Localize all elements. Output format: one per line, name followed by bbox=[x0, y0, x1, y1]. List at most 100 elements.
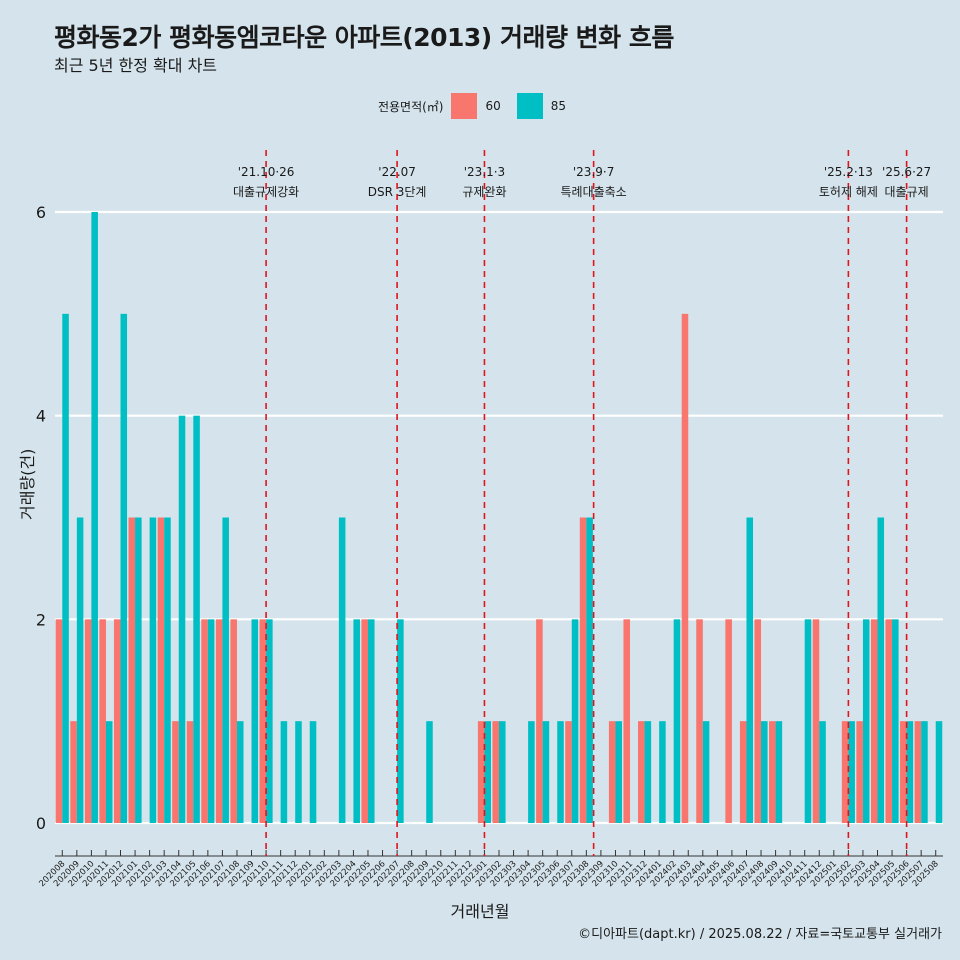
bar-85-202306 bbox=[557, 721, 564, 823]
legend-label-85: 85 bbox=[550, 99, 567, 113]
bar-60-202305 bbox=[536, 619, 543, 823]
bar-85-202504 bbox=[877, 517, 885, 823]
bar-85-202101 bbox=[135, 517, 142, 823]
bar-60-202101 bbox=[128, 517, 136, 823]
bar-60-202104 bbox=[172, 721, 179, 823]
bar-85-202307 bbox=[571, 619, 579, 823]
event-date: '25.2·13 bbox=[824, 165, 873, 179]
bar-60-202312 bbox=[638, 721, 645, 823]
event-label: 토허제 해제 bbox=[819, 185, 878, 199]
bar-60-202407 bbox=[739, 721, 747, 823]
bar-85-202508 bbox=[935, 721, 943, 823]
bar-85-202201 bbox=[309, 721, 317, 823]
bar-60-202403 bbox=[681, 313, 689, 823]
bar-60-202010 bbox=[84, 619, 92, 823]
bar-60-202503 bbox=[856, 721, 863, 823]
bar-60-202504 bbox=[870, 619, 878, 823]
bar-60-202308 bbox=[579, 517, 587, 823]
bar-85-202503 bbox=[862, 619, 870, 823]
bar-85-202203 bbox=[338, 517, 346, 823]
bar-60-202505 bbox=[885, 619, 893, 823]
bar-85-202401 bbox=[659, 721, 666, 823]
event-date: '22.07 bbox=[378, 165, 416, 179]
bar-85-202412 bbox=[819, 721, 826, 823]
bar-85-202011 bbox=[105, 721, 113, 823]
event-date: '21.10·26 bbox=[238, 165, 295, 179]
bar-85-202112 bbox=[295, 721, 302, 823]
bar-85-202207 bbox=[397, 619, 404, 823]
bar-85-202105 bbox=[193, 415, 200, 823]
bar-85-202310 bbox=[615, 721, 623, 823]
bar-60-202008 bbox=[55, 619, 63, 823]
event-label: 특례대출축소 bbox=[560, 185, 626, 199]
legend: 전용면적(㎡) 60 85 bbox=[0, 93, 960, 119]
bar-85-202305 bbox=[542, 721, 550, 823]
bar-85-202506 bbox=[906, 721, 914, 823]
bar-85-202408 bbox=[761, 721, 768, 823]
bar-85-202104 bbox=[178, 415, 186, 823]
bar-85-202209 bbox=[426, 721, 433, 823]
y-tick-label: 2 bbox=[36, 610, 46, 629]
bar-60-202302 bbox=[492, 721, 499, 823]
bar-60-202502 bbox=[841, 721, 849, 823]
bar-60-202408 bbox=[754, 619, 762, 823]
chart-subtitle: 최근 5년 한정 확대 차트 bbox=[54, 56, 218, 75]
y-tick-label: 0 bbox=[36, 814, 46, 833]
bar-85-202106 bbox=[207, 619, 215, 823]
bar-85-202308 bbox=[586, 517, 593, 823]
bar-60-202404 bbox=[696, 619, 703, 823]
bar-85-202302 bbox=[499, 721, 506, 823]
bar-85-202109 bbox=[251, 619, 259, 823]
bar-60-202311 bbox=[623, 619, 631, 823]
bar-85-202012 bbox=[120, 313, 128, 823]
chart-title: 평화동2가 평화동엠코타운 아파트(2013) 거래량 변화 흐름 bbox=[54, 23, 674, 52]
legend-swatch-85 bbox=[516, 93, 543, 119]
bar-60-202507 bbox=[914, 721, 922, 823]
source-caption: ©디아파트(dapt.kr) / 2025.08.22 / 자료=국토교통부 실… bbox=[578, 927, 942, 942]
bar-85-202404 bbox=[702, 721, 710, 823]
bar-60-202105 bbox=[186, 721, 194, 823]
legend-swatch-60 bbox=[451, 93, 478, 119]
bar-85-202008 bbox=[62, 313, 69, 823]
bar-60-202506 bbox=[900, 721, 907, 823]
bar-60-202107 bbox=[215, 619, 223, 823]
bar-60-202103 bbox=[157, 517, 165, 823]
bar-85-202505 bbox=[892, 619, 899, 823]
event-date: '25.6·27 bbox=[882, 165, 931, 179]
bar-85-202205 bbox=[367, 619, 375, 823]
y-axis-label: 거래량(건) bbox=[18, 448, 37, 520]
event-date: '23.1·3 bbox=[464, 165, 505, 179]
bar-60-202307 bbox=[565, 721, 572, 823]
bar-85-202407 bbox=[746, 517, 754, 823]
bar-85-202108 bbox=[236, 721, 244, 823]
bar-85-202507 bbox=[921, 721, 928, 823]
bar-85-202304 bbox=[528, 721, 535, 823]
legend-label-60: 60 bbox=[485, 99, 501, 113]
y-tick-label: 4 bbox=[36, 407, 46, 426]
bar-85-202010 bbox=[91, 212, 98, 823]
bar-85-202110 bbox=[266, 619, 273, 823]
legend-title: 전용면적(㎡) bbox=[377, 99, 444, 114]
bar-60-202009 bbox=[70, 721, 77, 823]
bar-60-202110 bbox=[259, 619, 267, 823]
bar-60-202011 bbox=[99, 619, 106, 823]
event-label: 대출규제강화 bbox=[233, 185, 299, 199]
bar-60-202412 bbox=[812, 619, 820, 823]
x-axis-label: 거래년월 bbox=[450, 902, 510, 921]
bar-85-202502 bbox=[848, 721, 855, 823]
bar-60-202310 bbox=[608, 721, 616, 823]
bar-60-202409 bbox=[769, 721, 776, 823]
bar-85-202411 bbox=[804, 619, 812, 823]
bar-85-202402 bbox=[673, 619, 681, 823]
event-label: 규제완화 bbox=[462, 185, 506, 199]
bar-85-202102 bbox=[149, 517, 157, 823]
y-tick-label: 6 bbox=[36, 203, 46, 222]
event-label: DSR 3단계 bbox=[368, 185, 427, 199]
bar-60-202205 bbox=[361, 619, 368, 823]
bar-85-202107 bbox=[222, 517, 229, 823]
event-label: 대출규제 bbox=[885, 185, 929, 199]
bar-85-202009 bbox=[76, 517, 84, 823]
bar-60-202012 bbox=[113, 619, 121, 823]
bar-85-202103 bbox=[164, 517, 171, 823]
